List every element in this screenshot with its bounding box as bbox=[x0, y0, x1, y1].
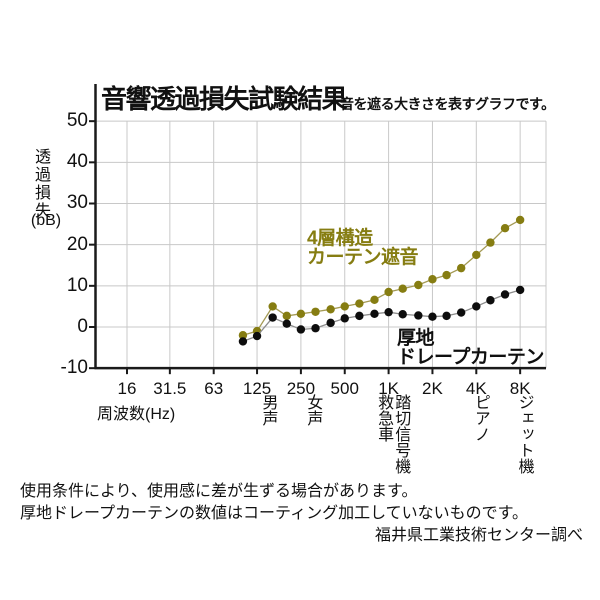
x-tick-label: 63 bbox=[204, 379, 224, 398]
data-point bbox=[384, 287, 393, 297]
data-point bbox=[414, 311, 423, 320]
data-point bbox=[326, 305, 335, 314]
y-tick-label: 50 bbox=[66, 110, 88, 132]
legend-series1-line1: 4層構造 bbox=[307, 228, 373, 249]
data-point bbox=[500, 290, 510, 299]
footer-credit: 福井県工業技術センター調べ bbox=[374, 527, 583, 544]
data-point bbox=[296, 325, 306, 334]
x-event-label: ピアノ bbox=[471, 394, 489, 442]
data-point bbox=[296, 309, 306, 319]
x-event-label: 救急車 bbox=[375, 394, 393, 442]
x-tick-label: 8K bbox=[509, 379, 531, 398]
data-point bbox=[340, 302, 349, 311]
data-point bbox=[326, 318, 335, 328]
x-event-label: 踏切信号機 bbox=[392, 394, 410, 474]
x-event-label: 男声 bbox=[259, 394, 277, 426]
legend-series2: 厚地 ドレープカーテン bbox=[397, 329, 544, 367]
data-point bbox=[282, 319, 291, 328]
axes bbox=[89, 84, 546, 375]
data-point bbox=[486, 238, 495, 247]
y-tick-label: 0 bbox=[77, 316, 88, 337]
legend-series1: 4層構造 カーテン遮音 bbox=[307, 228, 419, 268]
x-tick-label: 4K bbox=[465, 379, 487, 398]
x-tick-label: 31.5 bbox=[153, 379, 187, 398]
data-point bbox=[238, 331, 248, 340]
data-point bbox=[472, 302, 481, 311]
x-tick-label: 1K bbox=[378, 379, 399, 398]
legend-series2-line1: 厚地 bbox=[397, 328, 435, 349]
series-1-line bbox=[238, 215, 525, 340]
data-point bbox=[442, 311, 451, 321]
legend-series2-line2: ドレープカーテン bbox=[397, 347, 544, 368]
data-point bbox=[486, 296, 495, 305]
data-point bbox=[311, 307, 320, 316]
y-tick-label: 20 bbox=[66, 233, 88, 255]
chart-title: 音響透過損失試験結果 bbox=[101, 84, 348, 114]
data-point bbox=[268, 302, 277, 311]
data-point bbox=[428, 275, 437, 284]
y-axis-label: 透過損失 bbox=[32, 148, 49, 220]
x-axis-label: 周波数(Hz) bbox=[97, 406, 176, 423]
x-tick-label: 16 bbox=[117, 379, 137, 398]
x-tick-label: 500 bbox=[330, 379, 359, 398]
data-point bbox=[268, 313, 277, 322]
data-point bbox=[282, 311, 291, 321]
data-point bbox=[311, 324, 320, 333]
x-tick-label: 250 bbox=[286, 379, 316, 398]
chart-subtitle: 音を遮る大きさを表すグラフです。 bbox=[340, 96, 555, 112]
series-2-line bbox=[238, 285, 525, 346]
x-event-label: 女声 bbox=[304, 394, 322, 426]
data-point bbox=[414, 280, 423, 290]
data-point bbox=[370, 295, 379, 305]
data-point bbox=[340, 314, 349, 323]
x-event-label: ジェット機 bbox=[515, 394, 533, 474]
x-tick-label: 125 bbox=[242, 379, 272, 398]
y-tick-label: 10 bbox=[66, 274, 88, 296]
data-point bbox=[398, 310, 407, 319]
footer-note-2: 厚地ドレープカーテンの数値はコーティング加工していないものです。 bbox=[20, 505, 529, 522]
data-point bbox=[384, 307, 393, 317]
data-point bbox=[398, 284, 407, 293]
data-point bbox=[428, 312, 437, 321]
legend-series1-line2: カーテン遮音 bbox=[307, 247, 419, 268]
data-point bbox=[442, 270, 451, 280]
footer-note-1: 使用条件により、使用感に差が生ずる場合があります。 bbox=[20, 483, 418, 500]
data-point bbox=[515, 285, 525, 295]
x-tick-label: 2K bbox=[422, 379, 443, 398]
data-point bbox=[472, 250, 481, 260]
y-axis-unit-label: (bB) bbox=[30, 212, 62, 229]
data-point bbox=[370, 309, 379, 319]
data-point bbox=[456, 263, 466, 273]
data-point bbox=[456, 308, 466, 317]
y-tick-label: 30 bbox=[66, 192, 88, 214]
data-point bbox=[355, 299, 364, 308]
data-point bbox=[515, 215, 525, 225]
y-tick-label: -10 bbox=[60, 357, 88, 379]
data-point bbox=[252, 331, 262, 341]
data-point bbox=[355, 311, 364, 321]
data-point bbox=[238, 337, 248, 346]
y-tick-label: 40 bbox=[66, 151, 88, 173]
data-point bbox=[500, 223, 510, 233]
